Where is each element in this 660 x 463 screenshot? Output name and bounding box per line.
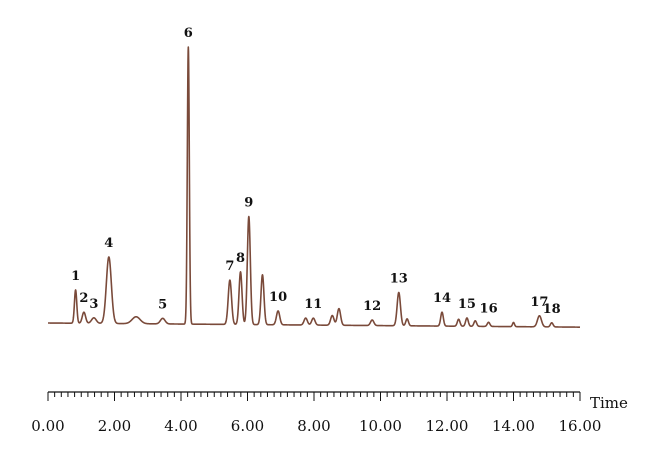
x-tick-label: 16.00 bbox=[559, 417, 602, 435]
peak-label-8: 8 bbox=[236, 251, 245, 266]
peak-label-3: 3 bbox=[89, 297, 98, 312]
x-tick-label: 12.00 bbox=[426, 417, 469, 435]
peak-label-11: 11 bbox=[304, 297, 322, 312]
peak-label-1: 1 bbox=[71, 269, 80, 284]
peak-label-2: 2 bbox=[79, 291, 88, 306]
x-axis-tick-labels: 0.00 2.00 4.00 6.00 8.00 10.00 12.00 14.00 16.00 bbox=[31, 417, 601, 435]
chromatogram-trace bbox=[47, 46, 581, 328]
peak-label-16: 16 bbox=[480, 301, 498, 316]
x-tick-label: 8.00 bbox=[297, 417, 330, 435]
x-tick-label: 0.00 bbox=[31, 417, 64, 435]
x-tick-label: 14.00 bbox=[492, 417, 535, 435]
peak-label-6: 6 bbox=[184, 26, 193, 41]
peak-label-5: 5 bbox=[158, 297, 167, 312]
peak-label-10: 10 bbox=[269, 290, 287, 305]
peak-label-9: 9 bbox=[244, 196, 253, 211]
peak-label-15: 15 bbox=[458, 297, 476, 312]
peak-label-13: 13 bbox=[390, 272, 408, 287]
peak-label-14: 14 bbox=[433, 291, 451, 306]
peak-label-18: 18 bbox=[543, 302, 561, 317]
x-axis-title: Time bbox=[590, 394, 628, 412]
x-tick-label: 6.00 bbox=[231, 417, 264, 435]
x-axis-ticks bbox=[47, 392, 581, 401]
x-tick-label: 10.00 bbox=[359, 417, 402, 435]
peak-label-7: 7 bbox=[225, 259, 234, 274]
peak-label-4: 4 bbox=[104, 236, 113, 251]
x-tick-label: 4.00 bbox=[164, 417, 197, 435]
peak-label-12: 12 bbox=[363, 299, 381, 314]
peak-label-17: 17 bbox=[530, 295, 548, 310]
x-tick-label: 2.00 bbox=[98, 417, 131, 435]
